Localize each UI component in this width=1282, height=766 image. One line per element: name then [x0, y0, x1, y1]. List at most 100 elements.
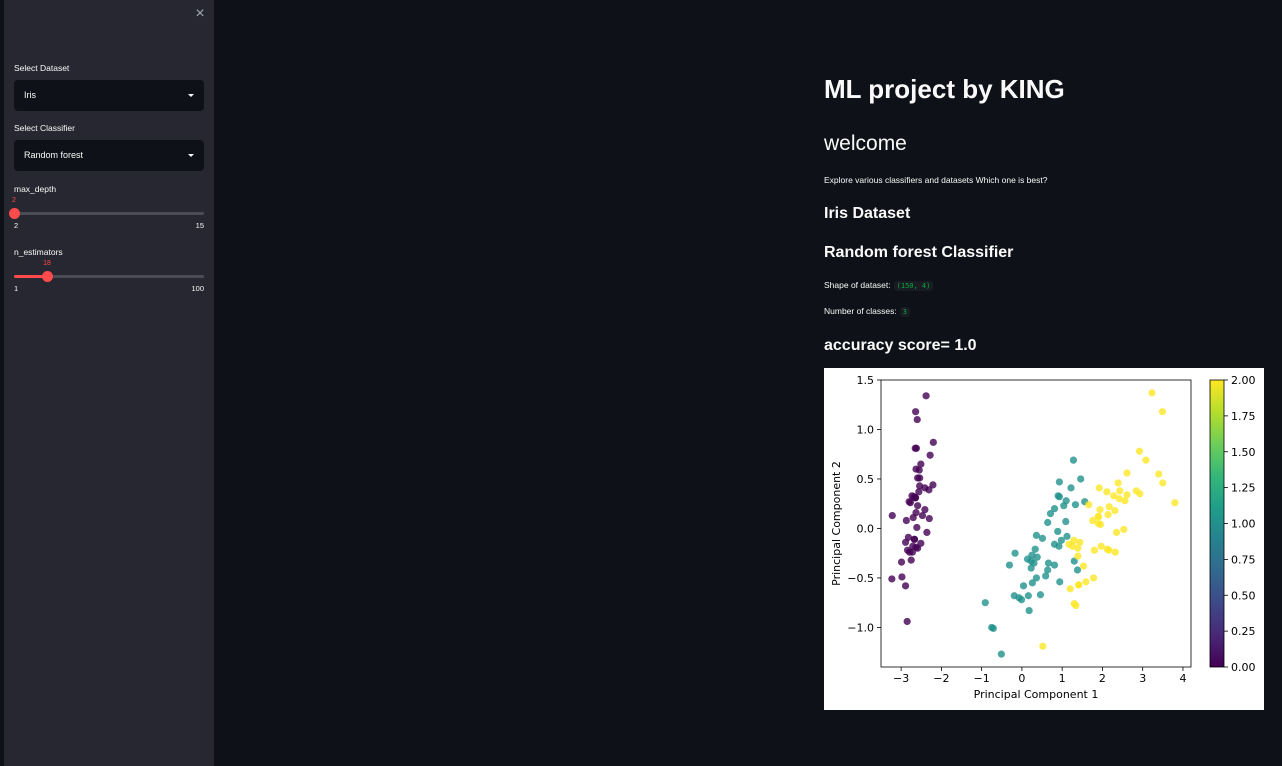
- x-tick-label: 4: [1179, 672, 1186, 685]
- x-tick-label: 3: [1139, 672, 1146, 685]
- scatter-point: [901, 582, 910, 590]
- scatter-point: [1011, 549, 1019, 557]
- scatter-point: [1096, 506, 1104, 514]
- scatter-point: [904, 533, 912, 541]
- scatter-point: [917, 460, 925, 468]
- scatter-point: [1105, 546, 1113, 554]
- colorbar: [1209, 379, 1225, 668]
- scatter-point: [1090, 546, 1098, 554]
- slider-thumb[interactable]: [42, 271, 53, 282]
- scatter-point: [1082, 578, 1090, 586]
- dataset-select[interactable]: Iris: [14, 80, 204, 111]
- accuracy-heading: accuracy score= 1.0: [824, 337, 977, 354]
- dataset-heading: Iris Dataset: [824, 205, 911, 222]
- scatter-point: [915, 488, 923, 496]
- scatter-point: [1030, 559, 1038, 567]
- scatter-point: [911, 444, 919, 452]
- scatter-point: [929, 438, 937, 446]
- scatter-point: [1121, 497, 1129, 505]
- scatter-point: [1060, 502, 1068, 510]
- scatter-point: [925, 514, 933, 523]
- scatter-point: [1062, 517, 1070, 526]
- y-tick-label: 0.5: [857, 473, 875, 486]
- scatter-point: [1044, 518, 1052, 527]
- scatter-point: [1033, 553, 1041, 561]
- scatter-point: [1115, 495, 1123, 503]
- slider-track[interactable]: [14, 212, 204, 215]
- scatter-point: [1065, 540, 1073, 548]
- x-tick-label: 2: [1099, 672, 1106, 685]
- colorbar-tick-label: 1.75: [1231, 410, 1256, 423]
- classifier-heading: Random forest Classifier: [824, 244, 1014, 261]
- max-depth-label: max_depth: [14, 184, 57, 194]
- scatter-point: [918, 511, 927, 520]
- scatter-point: [929, 481, 937, 489]
- scatter-point: [997, 650, 1005, 658]
- x-tick-label: 0: [1018, 672, 1025, 685]
- scatter-point: [903, 546, 912, 554]
- scatter-point: [888, 511, 896, 520]
- scatter-point: [897, 558, 906, 566]
- scatter-point: [1079, 562, 1088, 570]
- x-tick-label: −2: [933, 672, 949, 685]
- classifier-select-label: Select Classifier: [14, 123, 75, 133]
- scatter-point: [898, 573, 906, 581]
- page-title: ML project by KING: [824, 74, 1065, 104]
- slider-thumb[interactable]: [9, 208, 20, 219]
- scatter-point: [1039, 642, 1047, 650]
- slider-track[interactable]: [14, 275, 204, 278]
- n-estimators-label: n_estimators: [14, 247, 63, 257]
- scatter-point: [1046, 510, 1055, 518]
- scatter-point: [1050, 505, 1059, 513]
- scatter-point: [1044, 559, 1053, 567]
- scatter-point: [1056, 578, 1064, 586]
- sidebar: × Select Dataset Iris Select Classifier …: [4, 0, 214, 766]
- intro-text: Explore various classifiers and datasets…: [824, 175, 1048, 185]
- scatter-point: [1063, 532, 1071, 540]
- scatter-point: [1019, 582, 1028, 590]
- slider-value: 18: [43, 260, 51, 267]
- shape-line: Shape of dataset: (150, 4): [824, 280, 934, 291]
- dataset-select-value: Iris: [24, 90, 36, 100]
- scatter-point: [1054, 527, 1062, 536]
- scatter-point: [1050, 540, 1059, 548]
- slider-value: 2: [12, 197, 16, 204]
- scatter-point: [1095, 484, 1103, 492]
- chevron-down-icon: [188, 154, 194, 157]
- scatter-point: [922, 392, 930, 400]
- y-tick-label: −0.5: [847, 572, 874, 585]
- scatter-point: [910, 535, 919, 543]
- colorbar-tick-label: 0.50: [1231, 589, 1256, 602]
- scatter-point: [913, 523, 921, 532]
- scatter-point: [914, 544, 922, 552]
- slider-max: 15: [195, 221, 204, 230]
- scatter-point: [915, 466, 923, 474]
- classes-value: 3: [899, 307, 910, 317]
- x-axis-label: Principal Component 1: [974, 688, 1099, 701]
- scatter-point: [926, 451, 934, 459]
- scatter-point: [1159, 479, 1167, 487]
- scatter-point: [923, 528, 931, 537]
- x-tick-label: −3: [893, 672, 909, 685]
- scatter-point: [1067, 484, 1075, 492]
- scatter-point: [1116, 487, 1124, 495]
- scatter-point: [913, 415, 921, 424]
- colorbar-tick-label: 0.00: [1231, 661, 1256, 674]
- scatter-point: [1114, 479, 1122, 487]
- scatter-point: [921, 506, 929, 514]
- scatter-point: [989, 624, 997, 633]
- scatter-point: [1032, 531, 1041, 539]
- classifier-select[interactable]: Random forest: [14, 140, 204, 171]
- close-icon[interactable]: ×: [195, 5, 205, 22]
- scatter-point: [1123, 469, 1131, 477]
- scatter-point: [1069, 456, 1078, 464]
- slider-min: 1: [14, 284, 19, 293]
- subtitle: welcome: [824, 132, 907, 155]
- scatter-point: [1075, 581, 1083, 589]
- scatter-point: [1054, 492, 1062, 500]
- scatter-point: [909, 513, 917, 522]
- scatter-point: [1031, 545, 1039, 553]
- scatter-point: [1057, 536, 1065, 544]
- scatter-point: [1089, 516, 1097, 525]
- chevron-down-icon: [188, 94, 194, 97]
